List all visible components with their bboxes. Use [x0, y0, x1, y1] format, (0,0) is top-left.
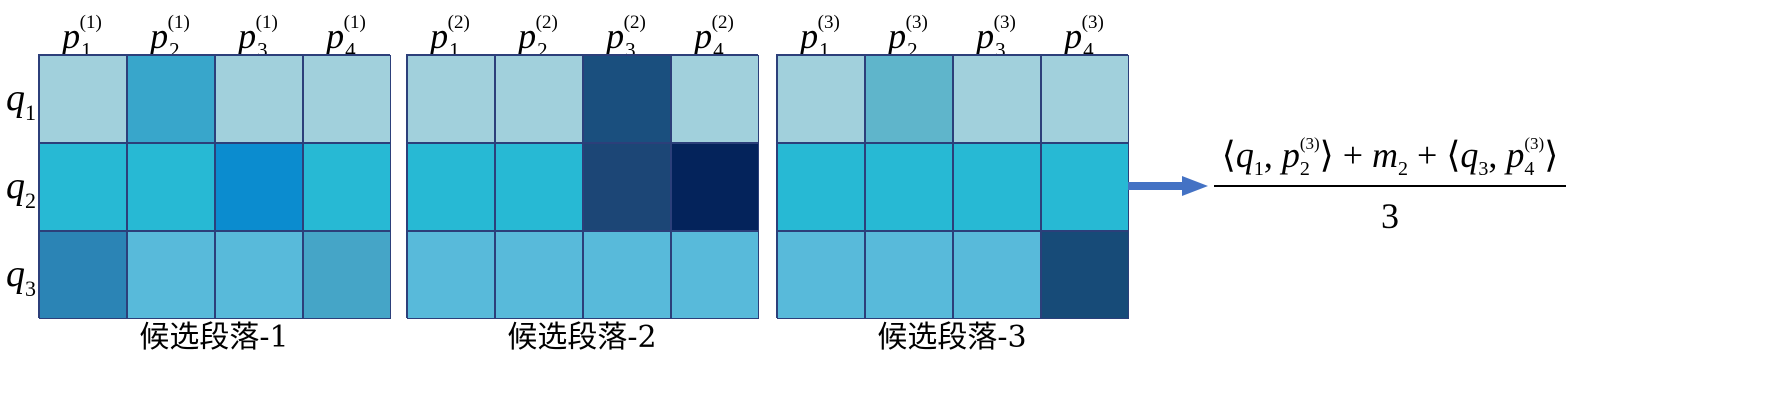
- heatmap-cell-r3-c2: [495, 231, 583, 319]
- formula-denominator: 3: [1381, 196, 1399, 236]
- heatmap-cell-r3-c4: [303, 231, 391, 319]
- heatmap-cell-r2-c4: [303, 143, 391, 231]
- heatmap-cell-r2-c4: [671, 143, 759, 231]
- arrow-shaft: [1128, 182, 1184, 190]
- matrix-2-col-label-4: p4(2): [694, 12, 734, 62]
- heatmap-cell-r1-c2: [127, 55, 215, 143]
- heatmap-cell-r3-c1: [777, 231, 865, 319]
- heatmap-cell-r3-c2: [865, 231, 953, 319]
- matrix-1-col-label-2: p2(1): [150, 12, 190, 62]
- heatmap-cell-r1-c3: [215, 55, 303, 143]
- heatmap-cell-r2-c1: [39, 143, 127, 231]
- matrix-3-col-label-2: p2(3): [888, 12, 928, 62]
- matrix-2-caption: 候选段落-2: [507, 320, 657, 355]
- formula-numerator: ⟨q1, p2(3)⟩ + m2 + ⟨q3, p4(3)⟩: [1221, 134, 1559, 180]
- heatmap-cell-r3-c4: [1041, 231, 1129, 319]
- heatmap-cell-r2-c2: [127, 143, 215, 231]
- matrix-2-col-label-1: p1(2): [430, 12, 470, 62]
- matrix-1-col-label-1: p1(1): [62, 12, 102, 62]
- heatmap-cell-r1-c4: [303, 55, 391, 143]
- heatmap-cell-r2-c2: [865, 143, 953, 231]
- heatmap-cell-r1-c4: [1041, 55, 1129, 143]
- heatmap-cell-r1-c1: [777, 55, 865, 143]
- matrix-1-col-label-4: p4(1): [326, 12, 366, 62]
- row-label-q2: q2: [6, 165, 36, 213]
- heatmap-cell-r1-c1: [407, 55, 495, 143]
- heatmap-cell-r2-c3: [583, 143, 671, 231]
- heatmap-cell-r2-c4: [1041, 143, 1129, 231]
- heatmap-cell-r2-c2: [495, 143, 583, 231]
- heatmap-cell-r2-c3: [215, 143, 303, 231]
- right-arrow-icon: [1128, 176, 1208, 196]
- heatmap-cell-r2-c3: [953, 143, 1041, 231]
- matrix-3-grid: [776, 54, 1129, 319]
- row-label-q3: q3: [6, 253, 36, 301]
- matrix-2-grid: [406, 54, 759, 319]
- matrix-1-grid: [38, 54, 391, 319]
- heatmap-cell-r1-c2: [865, 55, 953, 143]
- heatmap-cell-r3-c3: [215, 231, 303, 319]
- matrix-3-caption: 候选段落-3: [877, 320, 1027, 355]
- heatmap-cell-r3-c4: [671, 231, 759, 319]
- matrix-3-col-label-4: p4(3): [1064, 12, 1104, 62]
- row-label-q1: q1: [6, 77, 36, 125]
- matrix-1-caption: 候选段落-1: [139, 320, 289, 355]
- matrix-2-col-label-3: p3(2): [606, 12, 646, 62]
- matrix-1-col-label-3: p3(1): [238, 12, 278, 62]
- matrix-3-col-label-1: p1(3): [800, 12, 840, 62]
- heatmap-cell-r1-c3: [953, 55, 1041, 143]
- arrow-head: [1182, 176, 1208, 196]
- heatmap-cell-r3-c3: [953, 231, 1041, 319]
- heatmap-cell-r3-c3: [583, 231, 671, 319]
- matrix-2-col-label-2: p2(2): [518, 12, 558, 62]
- heatmap-cell-r1-c1: [39, 55, 127, 143]
- heatmap-cell-r1-c2: [495, 55, 583, 143]
- heatmap-cell-r1-c3: [583, 55, 671, 143]
- heatmap-cell-r2-c1: [777, 143, 865, 231]
- heatmap-cell-r3-c1: [39, 231, 127, 319]
- matrix-3-col-label-3: p3(3): [976, 12, 1016, 62]
- heatmap-cell-r3-c2: [127, 231, 215, 319]
- score-formula: ⟨q1, p2(3)⟩ + m2 + ⟨q3, p4(3)⟩ 3: [1214, 134, 1566, 237]
- fraction-bar: [1214, 185, 1566, 187]
- heatmap-cell-r1-c4: [671, 55, 759, 143]
- heatmap-cell-r3-c1: [407, 231, 495, 319]
- heatmap-cell-r2-c1: [407, 143, 495, 231]
